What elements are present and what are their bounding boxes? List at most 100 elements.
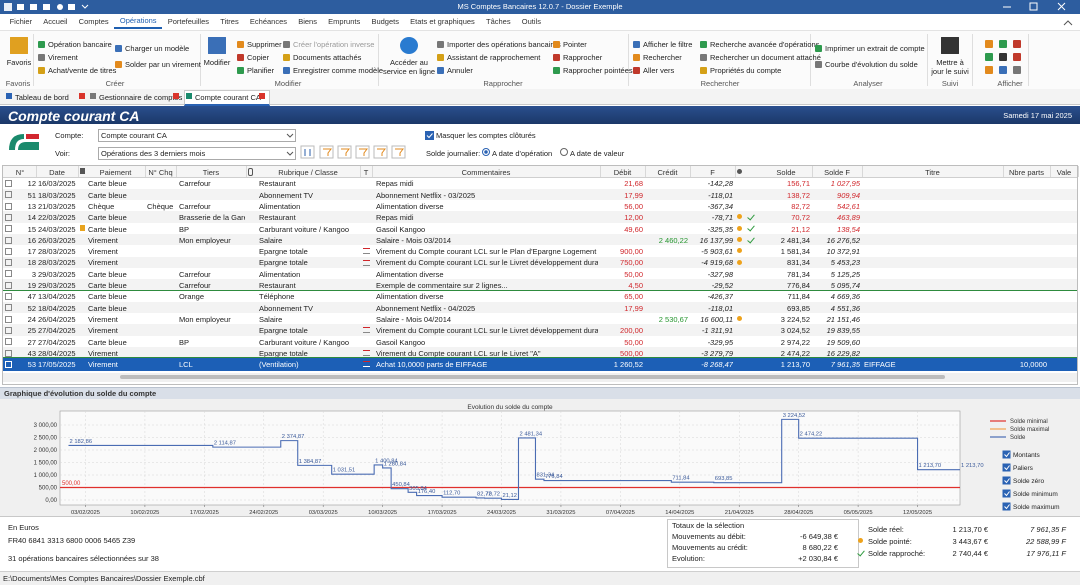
ribbon-icon-button[interactable] [985, 40, 993, 48]
ribbon-big-button[interactable]: Favoris [6, 58, 32, 67]
ribbon-button[interactable]: Imprimer un extrait de compte [825, 44, 925, 53]
expand-button[interactable] [5, 213, 12, 221]
menu-item[interactable]: Biens [298, 17, 317, 26]
column-header[interactable]: N° [15, 168, 25, 177]
radio-value-date[interactable] [560, 148, 568, 156]
menu-item[interactable]: Opérations [114, 14, 163, 29]
column-header[interactable]: Nbre parts [1008, 168, 1044, 177]
expand-button[interactable] [5, 304, 12, 312]
ribbon-button[interactable]: Rapprocher pointées [563, 66, 633, 75]
hide-closed-checkbox[interactable] [425, 131, 434, 140]
menu-item[interactable]: Fichier [9, 17, 33, 26]
tab-close[interactable] [173, 93, 179, 99]
expand-button[interactable] [5, 349, 12, 357]
document-tab[interactable] [184, 90, 270, 106]
expand-button[interactable] [5, 281, 12, 289]
ribbon-button[interactable]: Opération bancaire [48, 40, 112, 49]
menu-item[interactable]: Titres [220, 17, 239, 26]
ribbon-big-button[interactable]: Mettre à jour le suivi [931, 58, 969, 76]
option-checkbox[interactable] [1002, 489, 1011, 498]
ribbon-icon-button[interactable] [1013, 53, 1021, 61]
scroll-thumb[interactable] [120, 375, 945, 379]
column-header[interactable]: T [363, 168, 369, 177]
expand-button[interactable] [5, 315, 12, 323]
menu-item[interactable]: Comptes [78, 17, 109, 26]
sort-button[interactable] [300, 145, 315, 159]
ribbon-icon-button[interactable] [1013, 66, 1021, 74]
quick-icon[interactable] [68, 4, 75, 10]
column-header[interactable]: Titre [925, 168, 940, 177]
expand-button[interactable] [5, 338, 12, 346]
expand-button[interactable] [5, 247, 12, 255]
menu-item[interactable]: Accueil [43, 17, 68, 26]
quick-menu[interactable] [81, 4, 89, 9]
option-checkbox[interactable] [1002, 502, 1011, 511]
ribbon-button[interactable]: Planifier [247, 66, 275, 75]
column-header[interactable]: Débit [613, 168, 632, 177]
tab-close[interactable] [259, 93, 265, 99]
menu-item[interactable]: Outils [521, 17, 541, 26]
ribbon-big-button[interactable]: Modifier [203, 58, 231, 67]
column-header[interactable]: Commentaires [461, 168, 511, 177]
expand-button[interactable] [5, 202, 12, 210]
option-checkbox[interactable] [1002, 476, 1011, 485]
column-header[interactable]: Solde [776, 168, 796, 177]
quick-icon[interactable] [30, 4, 37, 10]
column-header[interactable]: Solde F [824, 168, 850, 177]
ribbon-icon-button[interactable] [999, 66, 1007, 74]
ribbon-button[interactable]: Rechercher [643, 53, 682, 62]
column-header[interactable]: Crédit [657, 168, 678, 177]
table-row[interactable] [3, 358, 1077, 371]
menu-item[interactable]: Echéances [249, 17, 287, 26]
ribbon-button[interactable]: Solder par un virement [125, 60, 201, 69]
expand-button[interactable] [5, 326, 12, 334]
ribbon-button[interactable]: Courbe d'évolution du solde [825, 60, 918, 69]
tab-close[interactable] [79, 93, 85, 99]
ribbon-button[interactable]: Documents attachés [293, 53, 362, 62]
ribbon-big-button[interactable]: Accéder au service en ligne [382, 58, 436, 76]
menu-item[interactable]: Tâches [485, 17, 511, 26]
account-select[interactable] [98, 129, 296, 142]
expand-button[interactable] [5, 236, 12, 244]
expand-button[interactable] [5, 180, 12, 187]
radio-operation-date[interactable] [482, 148, 490, 156]
ribbon-button[interactable]: Copier [247, 53, 270, 62]
column-header[interactable]: Rubrique / Classe [278, 168, 338, 177]
ribbon-button[interactable]: Afficher le filtre [643, 40, 693, 49]
ribbon-icon-button[interactable] [985, 66, 993, 74]
menu-item[interactable]: Etats et graphiques [410, 17, 475, 26]
column-header[interactable]: Vale [1056, 168, 1072, 177]
maximize-button[interactable] [1029, 2, 1038, 11]
column-header[interactable]: N° Chq [148, 168, 173, 177]
menu-item[interactable]: Emprunts [328, 17, 361, 26]
close-button[interactable] [1057, 2, 1066, 11]
menu-item[interactable]: Portefeuilles [167, 17, 210, 26]
quick-icon[interactable] [17, 4, 24, 10]
expand-button[interactable] [5, 293, 12, 300]
ribbon-icon-button[interactable] [999, 40, 1007, 48]
column-header[interactable]: Tiers [202, 168, 220, 177]
expand-button[interactable] [5, 191, 12, 199]
ribbon-button[interactable]: Rechercher un document attaché [710, 53, 821, 62]
ribbon-collapse[interactable] [1060, 18, 1076, 28]
expand-button[interactable] [5, 225, 12, 233]
ribbon-button[interactable]: Propriétés du compte [710, 66, 782, 75]
ribbon-button[interactable]: Créer l'opération inverse [293, 40, 375, 49]
option-checkbox[interactable] [1002, 450, 1011, 459]
column-header[interactable]: Date [49, 168, 65, 177]
view-select[interactable] [98, 147, 296, 160]
option-checkbox[interactable] [1002, 463, 1011, 472]
menu-item[interactable]: Budgets [371, 17, 399, 26]
quick-icon[interactable] [43, 4, 50, 10]
ribbon-button[interactable]: Rapprocher [563, 53, 603, 62]
ribbon-icon-button[interactable] [1013, 40, 1021, 48]
ribbon-button[interactable]: Aller vers [643, 66, 675, 75]
expand-button[interactable] [5, 270, 12, 278]
ribbon-button[interactable]: Virement [48, 53, 78, 62]
ribbon-button[interactable]: Assistant de rapprochement [447, 53, 541, 62]
quick-icon[interactable] [57, 4, 63, 10]
ribbon-button[interactable]: Importer des opérations bancaires [447, 40, 561, 49]
ribbon-button[interactable]: Pointer [563, 40, 587, 49]
ribbon-icon-button[interactable] [999, 53, 1007, 61]
ribbon-button[interactable]: Recherche avancée d'opérations [710, 40, 820, 49]
